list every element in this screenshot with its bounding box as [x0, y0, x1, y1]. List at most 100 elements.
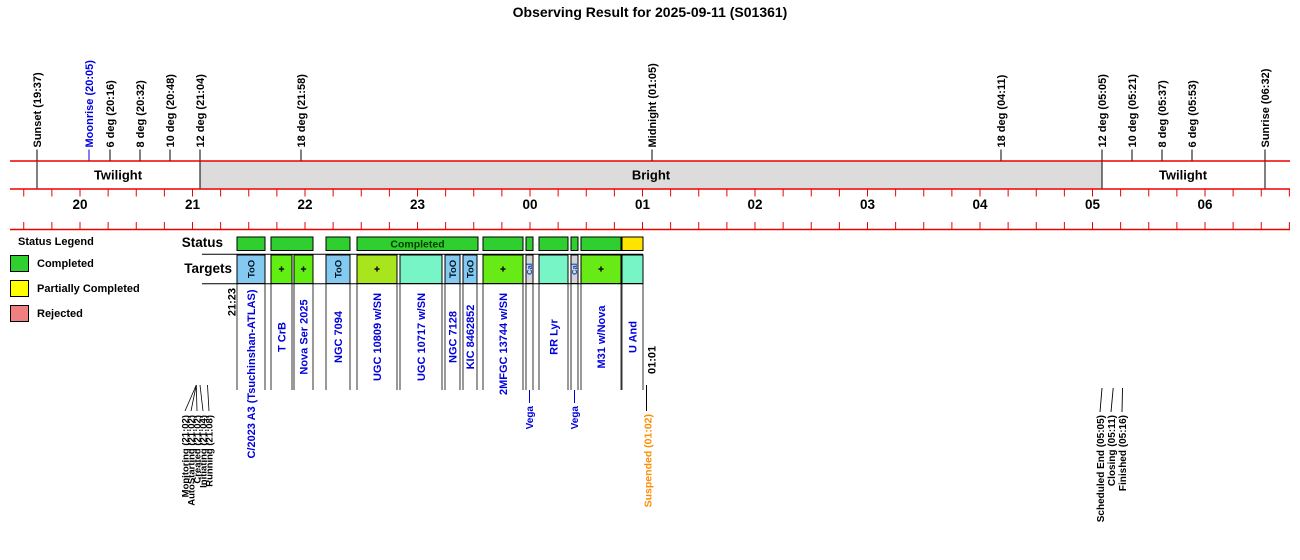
top-marker-label: 12 deg (21:04)	[195, 74, 207, 148]
bright-band	[200, 161, 1102, 189]
cal-badge: Cal	[570, 263, 579, 275]
target-cell	[525, 254, 534, 284]
target-cell	[538, 254, 569, 284]
obs-start-time: 21:23	[227, 288, 239, 316]
completed-swatch	[10, 255, 29, 272]
event-leader-line	[190, 384, 197, 412]
band-label: Bright	[632, 168, 671, 183]
legend-item-completed: Completed	[10, 255, 140, 272]
top-marker-label: 18 deg (04:11)	[996, 74, 1008, 147]
target-name-label: NGC 7128	[448, 311, 460, 363]
obs-end-time: 01:01	[647, 346, 659, 374]
hour-label: 05	[1085, 197, 1101, 212]
status-segment	[525, 236, 534, 251]
target-name-label: RR Lyr	[549, 318, 561, 354]
target-name-label: C/2023 A3 (Tsuchinshan-ATLAS)	[246, 289, 258, 458]
target-name-label: UGC 10809 w/SN	[372, 293, 384, 381]
band-label: Twilight	[1159, 168, 1208, 183]
event-leader-line	[199, 384, 204, 412]
top-marker-label: 18 deg (21:58)	[296, 74, 308, 148]
status-segment	[621, 236, 644, 251]
cal-name-label: Vega	[525, 406, 536, 430]
too-badge: ToO	[334, 260, 345, 278]
obs-marker	[302, 266, 305, 272]
targets-row-label: Targets	[184, 261, 232, 276]
hour-label: 03	[860, 197, 876, 212]
top-marker-label: 8 deg (05:37)	[1157, 80, 1169, 148]
top-marker-label: 12 deg (05:05)	[1097, 74, 1109, 148]
status-segment	[580, 236, 622, 251]
target-cell	[399, 254, 443, 284]
legend-label: Rejected	[37, 307, 83, 320]
hour-label: 00	[522, 197, 537, 212]
event-leader-line	[195, 384, 198, 412]
end-event-label: Scheduled End (05:05)	[1096, 415, 1107, 522]
target-cell	[356, 254, 398, 284]
end-event-label: Closing (05:11)	[1107, 415, 1118, 486]
obs-marker	[376, 266, 378, 272]
target-cell	[570, 254, 579, 284]
target-cell	[236, 254, 266, 284]
target-cell	[462, 254, 478, 284]
status-segment	[270, 236, 314, 251]
legend-label: Completed	[37, 257, 94, 270]
too-badge: ToO	[448, 260, 459, 278]
band-label: Twilight	[94, 168, 143, 183]
status-segment-label: Completed	[390, 239, 444, 251]
too-badge: ToO	[247, 260, 258, 278]
top-marker-label: Midnight (01:05)	[647, 63, 659, 148]
status-segment	[570, 236, 579, 251]
target-cell	[444, 254, 461, 284]
top-marker-label: 6 deg (05:53)	[1187, 80, 1199, 148]
target-cell	[325, 254, 351, 284]
target-name-label: NGC 7094	[333, 310, 345, 363]
target-name-label: UGC 10717 w/SN	[416, 293, 428, 381]
status-legend: Status Legend Completed Partially Comple…	[10, 236, 140, 330]
hour-label: 01	[635, 197, 651, 212]
obs-marker	[280, 266, 283, 272]
target-name-label: T CrB	[277, 322, 289, 352]
hour-label: 20	[72, 197, 87, 212]
obs-marker	[600, 266, 602, 272]
legend-label: Partially Completed	[37, 282, 140, 295]
hour-label: 22	[297, 197, 312, 212]
event-leader-line	[184, 384, 197, 412]
status-row-label: Status	[181, 235, 223, 250]
hour-label: 23	[410, 197, 426, 212]
cal-name-label: Vega	[570, 406, 581, 430]
too-badge: ToO	[466, 260, 477, 278]
event-leader-line	[1110, 387, 1114, 413]
start-event-label: Running (21:08)	[205, 415, 216, 487]
event-leader-line	[207, 384, 210, 412]
hour-label: 06	[1197, 197, 1213, 212]
legend-item-rejected: Rejected	[10, 305, 140, 322]
top-marker-label: Sunrise (06:32)	[1260, 68, 1272, 147]
start-event-label: Monitoring (21:02)	[181, 415, 192, 497]
top-marker-label: 10 deg (20:48)	[165, 74, 177, 148]
status-segment	[482, 236, 524, 251]
end-event-label: Finished (05:16)	[1118, 415, 1129, 491]
hour-label: 21	[185, 197, 201, 212]
target-cell	[621, 254, 644, 284]
target-name-label: M31 w/Nova	[596, 305, 608, 369]
top-marker-label: 8 deg (20:32)	[135, 80, 147, 148]
event-leader-line	[1099, 387, 1103, 413]
target-cell	[482, 254, 524, 284]
status-segment	[236, 236, 266, 251]
cal-badge: Cal	[525, 263, 534, 275]
start-event-label: AutoStarting (21:02)	[187, 415, 198, 506]
top-marker-label: 6 deg (20:16)	[105, 80, 117, 148]
event-leader-line	[1121, 387, 1123, 413]
top-marker-label: Sunset (19:37)	[32, 72, 44, 148]
target-name-label: 2MFGC 13744 w/SN	[498, 293, 510, 395]
target-name-label: U And	[628, 321, 640, 353]
start-event-label: Initiating (21:04)	[199, 415, 210, 488]
target-name-label: KIC 8462852	[465, 305, 477, 370]
target-name-label: Nova Ser 2025	[299, 299, 311, 374]
obs-marker	[502, 266, 504, 272]
status-segment	[538, 236, 569, 251]
suspended-label: Suspended (01:02)	[643, 414, 655, 507]
hour-label: 04	[972, 197, 988, 212]
